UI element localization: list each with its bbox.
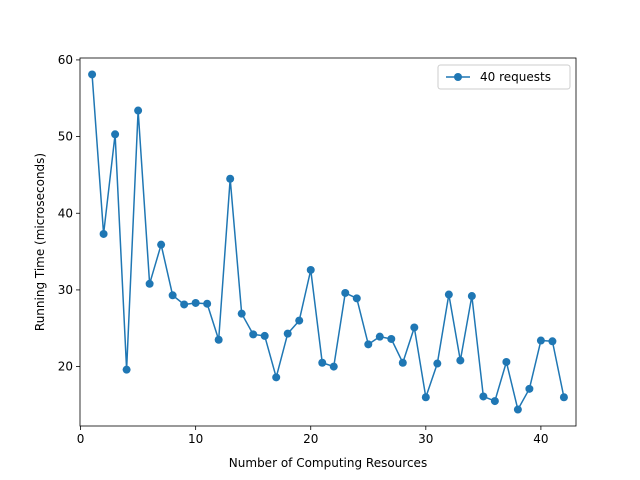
data-point — [283, 329, 292, 338]
y-tick-label: 60 — [58, 53, 73, 67]
data-point — [341, 288, 350, 297]
data-point — [191, 298, 200, 307]
data-point — [479, 392, 488, 401]
data-point — [513, 405, 522, 414]
legend-marker — [454, 73, 462, 81]
data-point — [421, 393, 430, 402]
data-point — [157, 240, 166, 249]
data-point — [548, 337, 557, 346]
y-tick-label: 40 — [58, 206, 73, 220]
legend-label: 40 requests — [480, 70, 551, 84]
legend-box — [437, 64, 571, 90]
data-point — [433, 359, 442, 368]
axes: 0 10 20 30 40 20 30 40 50 60 — [58, 53, 577, 446]
data-point — [352, 294, 361, 303]
data-point — [329, 362, 338, 371]
data-point — [226, 174, 235, 183]
data-point — [387, 334, 396, 343]
data-point — [88, 70, 97, 79]
x-tick-label: 40 — [533, 432, 548, 446]
plot-area — [88, 70, 568, 414]
data-point — [490, 397, 499, 406]
data-point — [237, 309, 246, 318]
data-point — [536, 336, 545, 345]
y-tick-label: 50 — [58, 130, 73, 144]
axes-frame — [79, 57, 577, 427]
data-point — [134, 106, 143, 115]
x-tick-label: 10 — [188, 432, 203, 446]
data-point — [180, 300, 189, 309]
data-point — [306, 265, 315, 274]
data-point — [122, 365, 131, 374]
legend: 40 requests — [437, 64, 571, 90]
data-point — [456, 356, 465, 365]
data-point — [168, 291, 177, 300]
data-point — [398, 358, 407, 367]
data-point — [525, 384, 534, 393]
data-point — [444, 290, 453, 299]
data-point — [318, 358, 327, 367]
data-point — [272, 373, 281, 382]
data-point — [502, 357, 511, 366]
x-tick-label: 0 — [77, 432, 85, 446]
data-point — [249, 330, 258, 339]
data-point — [214, 335, 223, 344]
x-axis-label: Number of Computing Resources — [229, 456, 427, 470]
data-point — [99, 229, 108, 238]
data-point — [410, 323, 419, 332]
data-point — [375, 332, 384, 341]
data-point — [364, 340, 373, 349]
data-point — [295, 316, 304, 325]
data-point — [145, 279, 154, 288]
y-axis-label: Running Time (microseconds) — [33, 153, 47, 331]
data-point — [203, 299, 212, 308]
data-point — [111, 130, 120, 139]
y-tick-label: 30 — [58, 283, 73, 297]
y-tick-label: 20 — [58, 360, 73, 374]
data-point — [467, 292, 476, 301]
x-tick-label: 30 — [418, 432, 433, 446]
data-point — [559, 393, 568, 402]
x-tick-label: 20 — [303, 432, 318, 446]
data-point — [260, 331, 269, 340]
